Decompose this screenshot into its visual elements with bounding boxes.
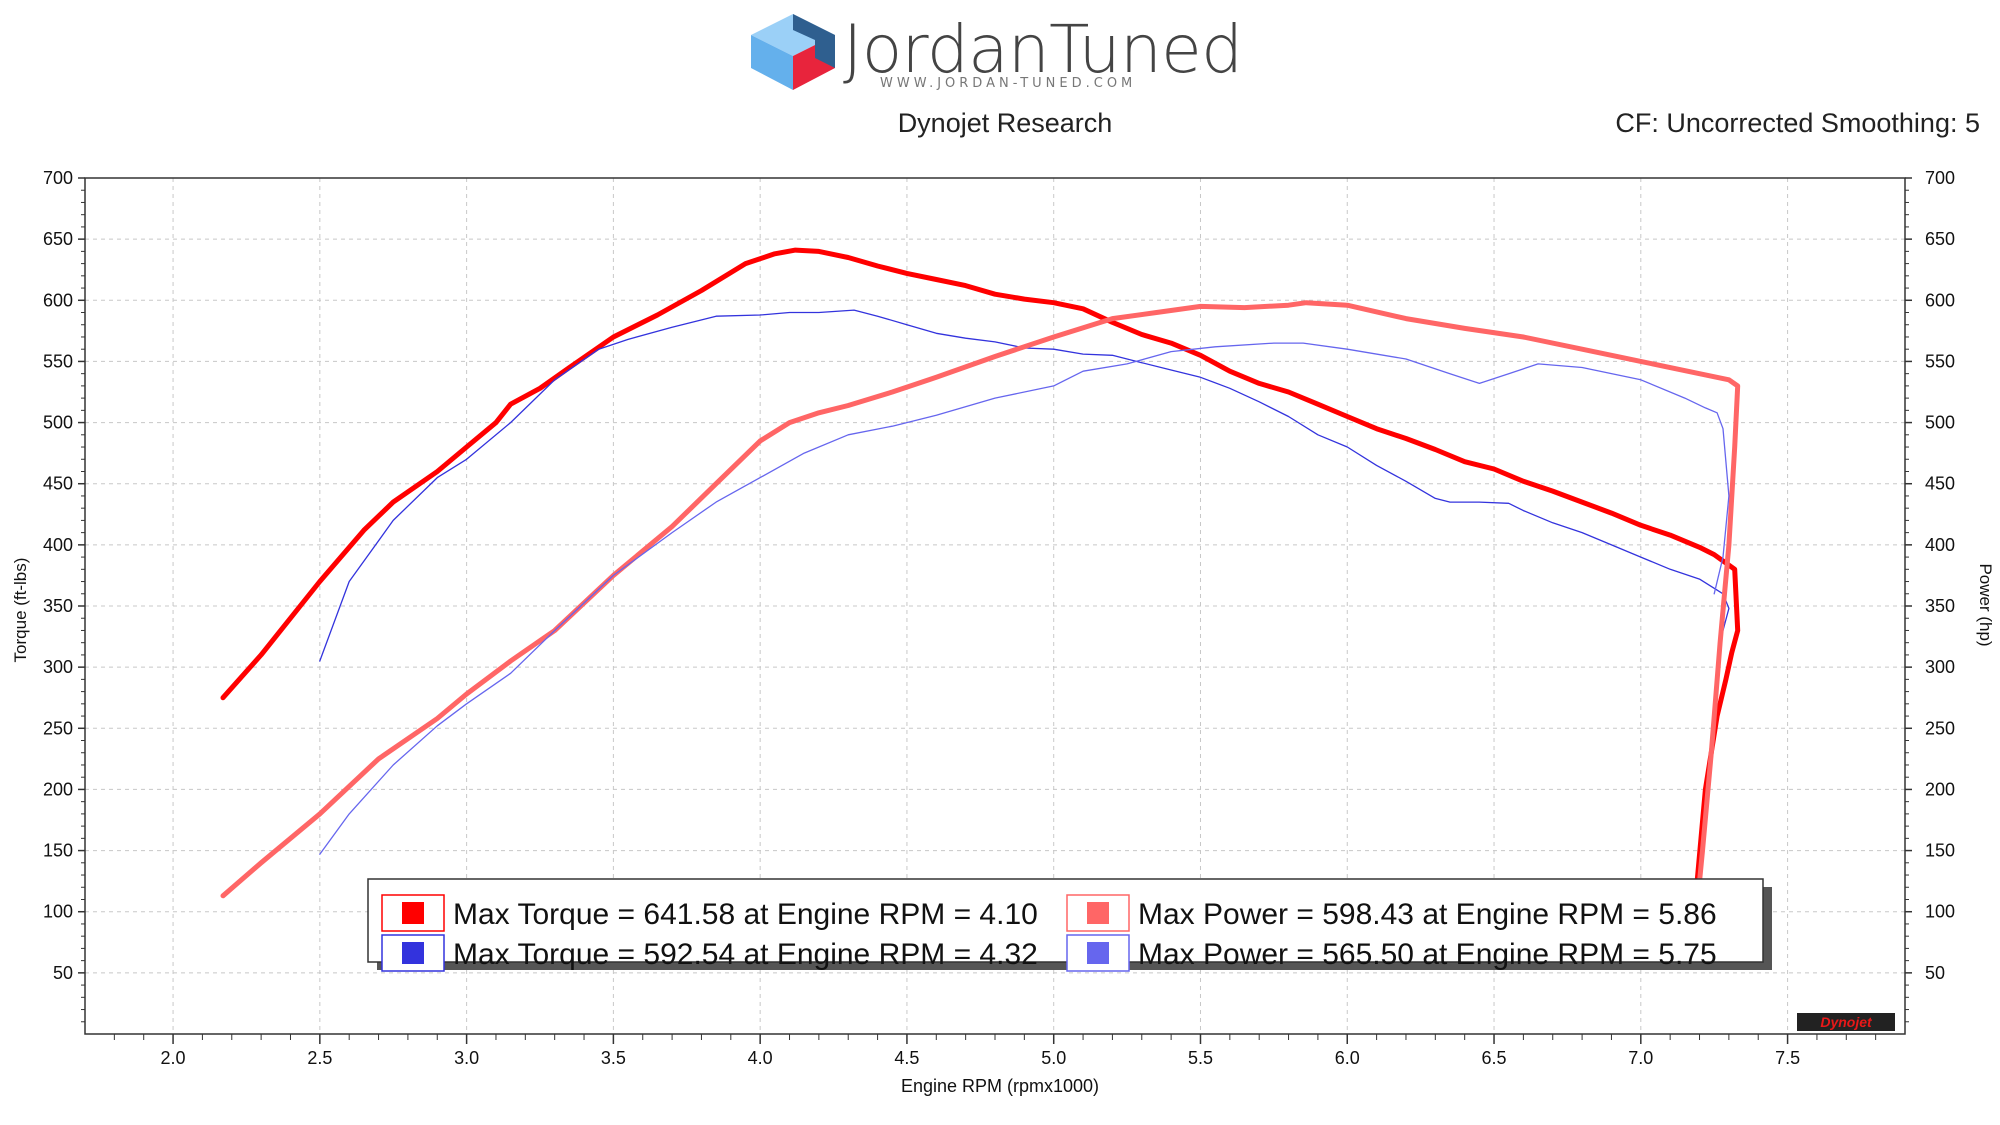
legend-swatch [1087,942,1109,964]
y-tick-label-right: 300 [1925,657,1955,677]
y-tick-label-right: 100 [1925,902,1955,922]
series-line-run1-torque [220,247,1741,966]
y-tick-label-right: 200 [1925,779,1955,799]
y-tick-label-left: 600 [43,290,73,310]
legend-entry-text: Max Torque = 592.54 at Engine RPM = 4.32 [453,938,1038,971]
y-tick-label-left: 450 [43,474,73,494]
series-layer [220,247,1741,966]
y-axis-right-title: Power (hp) [1976,563,1995,646]
y-tick-label-left: 400 [43,535,73,555]
y-tick-label-left: 700 [43,168,73,188]
legend-swatch [1087,902,1109,924]
legend-entry-text: Max Torque = 641.58 at Engine RPM = 4.10 [453,898,1038,931]
y-tick-label-right: 400 [1925,535,1955,555]
jordantuned-logo: JordanTuned WWW.JORDAN-TUNED.COM [751,11,1243,91]
y-tick-label-left: 550 [43,351,73,371]
logo-subtext: WWW.JORDAN-TUNED.COM [880,76,1136,91]
y-tick-label-right: 50 [1925,963,1945,983]
dynojet-logo: Dynojet [1797,1013,1895,1031]
y-tick-label-right: 650 [1925,229,1955,249]
x-tick-label: 7.5 [1775,1048,1800,1068]
x-tick-label: 5.5 [1188,1048,1213,1068]
y-tick-label-left: 350 [43,596,73,616]
x-tick-label: 5.0 [1041,1048,1066,1068]
logo-text: JordanTuned [843,11,1243,88]
dynojet-logo-text: Dynojet [1820,1014,1873,1030]
dynojet-logo-bg [1797,1013,1895,1031]
y-axis-left-title: Torque (ft-lbs) [11,558,30,663]
x-axis-title: Engine RPM (rpmx1000) [901,1076,1099,1096]
legend: Max Torque = 641.58 at Engine RPM = 4.10… [367,878,1772,972]
series-line-run2-torque [319,309,1730,662]
x-tick-label: 6.5 [1482,1048,1507,1068]
y-tick-label-left: 200 [43,779,73,799]
chart-subtitle: Dynojet Research [898,108,1113,138]
legend-entry-text: Max Power = 565.50 at Engine RPM = 5.75 [1138,938,1717,971]
x-tick-label: 7.0 [1628,1048,1653,1068]
y-tick-label-right: 700 [1925,168,1955,188]
y-tick-label-left: 500 [43,413,73,433]
y-tick-label-left: 300 [43,657,73,677]
legend-swatch [402,942,424,964]
series-line-run1-power [220,300,1741,915]
y-tick-label-right: 550 [1925,351,1955,371]
y-tick-label-left: 50 [53,963,73,983]
x-tick-label: 4.0 [748,1048,773,1068]
y-tick-label-right: 500 [1925,413,1955,433]
x-tick-label: 2.0 [161,1048,186,1068]
axes: 50 50 100 100 150 150 200 200 250 250 300 300 350 350… [43,168,1955,1068]
x-tick-label: 2.5 [307,1048,332,1068]
legend-swatch [402,902,424,924]
y-tick-label-left: 250 [43,718,73,738]
y-tick-label-right: 450 [1925,474,1955,494]
series-line-run2-power [319,342,1730,855]
logo-cube-accent [793,14,835,68]
y-tick-label-right: 350 [1925,596,1955,616]
y-tick-label-right: 600 [1925,290,1955,310]
x-tick-label: 3.0 [454,1048,479,1068]
y-tick-label-right: 250 [1925,718,1955,738]
y-tick-label-left: 100 [43,902,73,922]
y-tick-label-left: 150 [43,841,73,861]
x-tick-label: 3.5 [601,1048,626,1068]
x-tick-label: 6.0 [1335,1048,1360,1068]
legend-box [367,878,1764,963]
chart-settings: CF: Uncorrected Smoothing: 5 [1615,108,1980,138]
logo-cube-left [751,35,793,90]
y-tick-label-left: 650 [43,229,73,249]
y-tick-label-right: 150 [1925,841,1955,861]
x-tick-label: 4.5 [894,1048,919,1068]
legend-entry-text: Max Power = 598.43 at Engine RPM = 5.86 [1138,898,1717,931]
